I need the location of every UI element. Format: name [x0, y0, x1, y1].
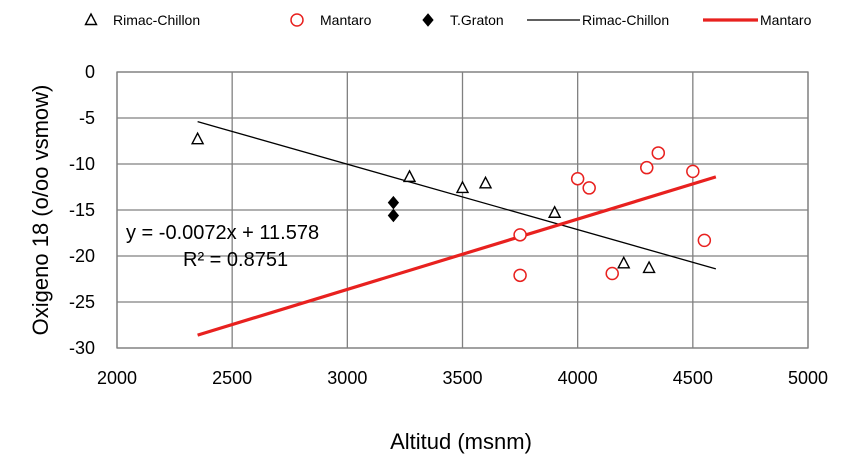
point-mantaro — [513, 228, 527, 242]
point-mantaro — [513, 268, 527, 283]
point-rimac-chillon — [190, 131, 205, 145]
point-t-graton — [387, 195, 400, 210]
trendline-mantaro — [197, 175, 717, 337]
point-rimac-chillon — [642, 260, 656, 274]
legend-label: Rimac-Chillon — [582, 12, 669, 28]
x-tick-label: 5000 — [788, 368, 828, 388]
y-tick-label: -30 — [69, 338, 95, 358]
point-mantaro — [686, 164, 700, 179]
point-rimac-chillon — [547, 205, 562, 218]
x-tick-label: 3000 — [327, 368, 367, 388]
point-rimac-chillon — [455, 180, 470, 194]
tick-labels: 2000 2500 3000 3500 4000 4500 5000 0 -5 -10 -15 -20… — [69, 62, 828, 388]
legend-label: Rimac-Chillon — [113, 12, 200, 28]
x-tick-label: 4000 — [558, 368, 598, 388]
point-rimac-chillon — [478, 175, 493, 189]
point-mantaro — [640, 160, 654, 175]
x-axis-label: Altitud (msnm) — [390, 429, 532, 454]
point-mantaro — [582, 181, 596, 195]
trendline-rimac-chillon — [197, 121, 717, 270]
trendlines — [197, 121, 717, 337]
plot-border — [116, 71, 809, 349]
r-squared-annotation: R² = 0.8751 — [183, 249, 288, 271]
equation-annotation: y = -0.0072x + 11.578 — [126, 222, 319, 244]
y-tick-label: -5 — [79, 108, 95, 128]
y-tick-label: 0 — [85, 62, 95, 82]
legend-label: Mantaro — [320, 12, 372, 28]
y-axis-label: Oxigeno 18 (o/oo vsmow) — [28, 85, 53, 336]
legend-circle-icon — [290, 13, 304, 27]
legend-label: Mantaro — [760, 12, 812, 28]
legend-triangle-icon — [84, 12, 98, 26]
legend-diamond-icon — [422, 13, 434, 27]
point-rimac-chillon — [402, 169, 417, 183]
x-tick-label: 4500 — [673, 368, 713, 388]
x-tick-label: 2500 — [212, 368, 252, 388]
point-mantaro — [570, 171, 585, 186]
y-tick-label: -10 — [69, 154, 95, 174]
point-mantaro — [697, 233, 712, 248]
data-points — [190, 131, 712, 283]
point-mantaro — [651, 146, 666, 160]
legend-label: T.Graton — [450, 12, 504, 28]
y-tick-label: -15 — [69, 200, 95, 220]
point-rimac-chillon — [617, 255, 631, 269]
grid — [116, 71, 809, 349]
point-t-graton — [387, 208, 400, 223]
x-tick-label: 3500 — [442, 368, 482, 388]
x-tick-label: 2000 — [97, 368, 137, 388]
y-tick-label: -25 — [69, 292, 95, 312]
point-mantaro — [605, 266, 619, 281]
y-tick-label: -20 — [69, 246, 95, 266]
legend: Rimac-Chillon Mantaro T.Graton Rimac-Chillo… — [84, 12, 812, 28]
